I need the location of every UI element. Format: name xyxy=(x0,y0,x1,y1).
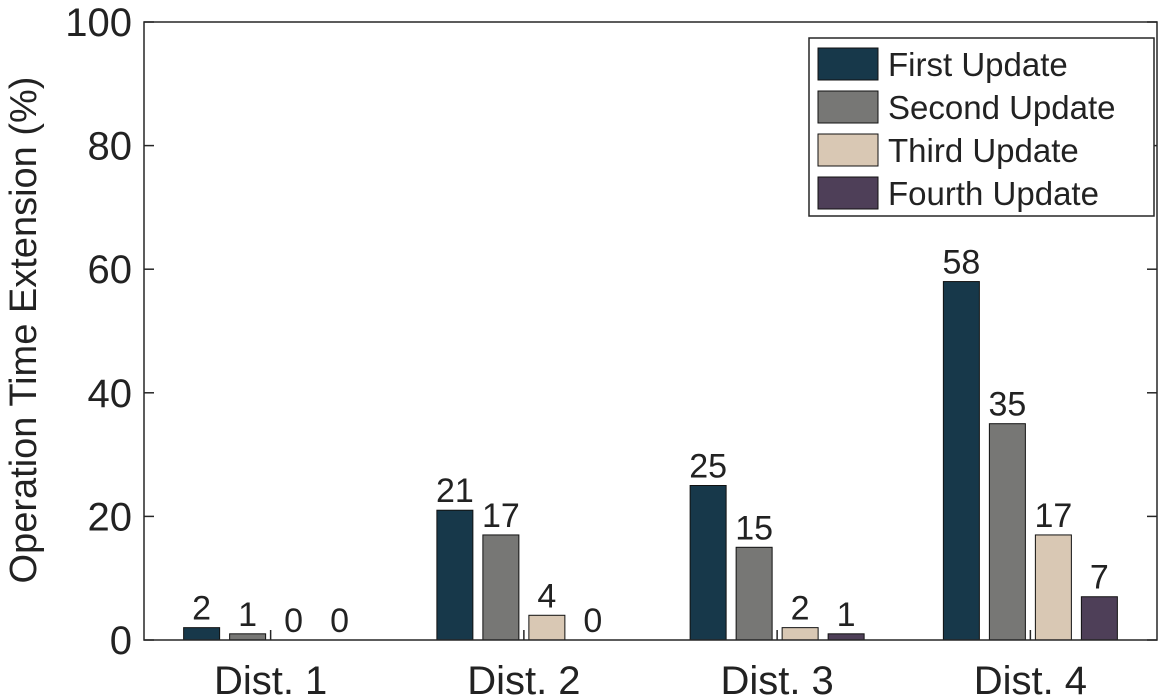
data-label: 2 xyxy=(791,590,810,628)
bars xyxy=(183,281,1118,641)
y-tick-label: 20 xyxy=(88,495,133,539)
data-label: 7 xyxy=(1090,559,1109,597)
bar-4-3 xyxy=(827,633,865,641)
y-tick-label: 40 xyxy=(88,372,133,416)
legend-swatch-1 xyxy=(817,47,879,81)
y-tick-label: 0 xyxy=(110,619,132,663)
bar-2-4 xyxy=(988,423,1026,641)
y-tick-label: 60 xyxy=(88,248,133,292)
legend-swatch-3 xyxy=(817,133,879,167)
bar-2-1 xyxy=(229,633,267,641)
data-label: 1 xyxy=(837,596,856,634)
data-label: 1 xyxy=(238,596,257,634)
x-tick-label: Dist. 4 xyxy=(974,659,1087,700)
legend-label-4: Fourth Update xyxy=(888,175,1099,212)
x-tick-label: Dist. 3 xyxy=(720,659,833,700)
y-tick-label: 80 xyxy=(88,125,133,169)
plot-frame xyxy=(143,21,1158,641)
data-label: 4 xyxy=(537,577,556,615)
data-label: 21 xyxy=(436,472,474,510)
bar-4-4 xyxy=(1080,596,1118,641)
bar-2-2 xyxy=(482,534,520,641)
data-label: 35 xyxy=(988,386,1026,424)
legend: First Update Second Update Third Update Fou… xyxy=(808,37,1155,217)
legend-swatch-2 xyxy=(817,90,879,124)
x-tick-label: Dist. 2 xyxy=(467,659,580,700)
legend-swatch-4 xyxy=(817,176,879,210)
bar-1-2 xyxy=(436,509,474,641)
data-label: 2 xyxy=(192,590,211,628)
legend-label-2: Second Update xyxy=(888,89,1116,126)
x-tick-label: Dist. 1 xyxy=(214,659,327,700)
bar-1-3 xyxy=(689,485,727,641)
data-label: 0 xyxy=(330,602,349,640)
bar-3-2 xyxy=(528,614,566,641)
data-label: 58 xyxy=(942,244,980,282)
bar-1-1 xyxy=(183,627,221,641)
bar-3-3 xyxy=(781,627,819,641)
data-label: 15 xyxy=(735,509,773,547)
data-label: 25 xyxy=(689,448,727,486)
bar-2-3 xyxy=(735,546,773,641)
data-label: 0 xyxy=(583,602,602,640)
bar-1-4 xyxy=(942,281,980,641)
y-tick-label: 100 xyxy=(65,1,132,45)
data-label: 17 xyxy=(482,497,520,535)
legend-label-3: Third Update xyxy=(888,132,1079,169)
y-axis-label: Operation Time Extension (%) xyxy=(3,77,45,584)
data-label: 0 xyxy=(284,602,303,640)
legend-label-1: First Update xyxy=(888,46,1068,83)
x-axis-ticks: Dist. 1 Dist. 2 Dist. 3 Dist. 4 xyxy=(214,630,1087,700)
bar-3-4 xyxy=(1034,534,1072,641)
data-label: 17 xyxy=(1034,497,1072,535)
